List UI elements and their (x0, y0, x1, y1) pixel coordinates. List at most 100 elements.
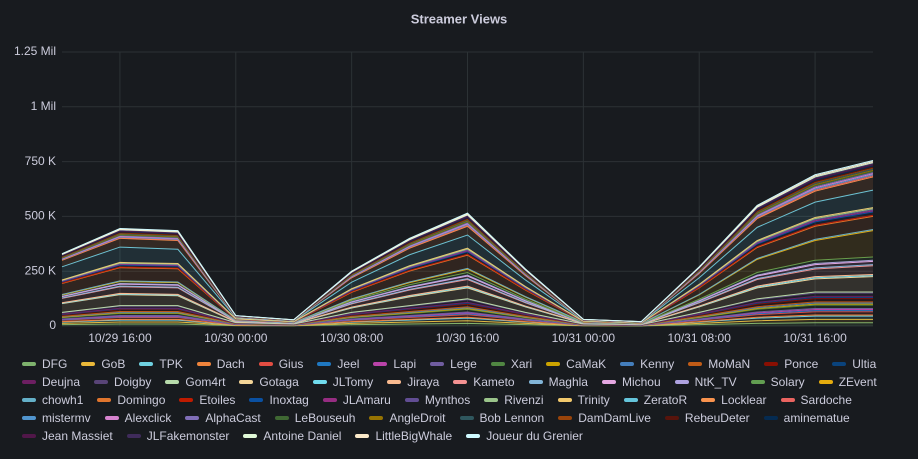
legend-label: Gotaga (259, 375, 299, 389)
legend-swatch (369, 416, 384, 420)
legend-swatch (22, 434, 36, 438)
y-tick-label: 750 K (25, 154, 56, 168)
legend-item[interactable]: Trinity (557, 391, 610, 409)
legend-item[interactable]: RebeuDeter (664, 409, 750, 427)
legend-swatch (317, 362, 332, 366)
legend-label: CaMaK (566, 357, 607, 371)
series-line (61, 291, 873, 326)
legend-item[interactable]: CaMaK (546, 355, 606, 373)
legend-label: Rivenzi (504, 393, 544, 407)
legend-item[interactable]: LittleBigWhale (355, 427, 452, 445)
legend-item[interactable]: Jiraya (387, 373, 439, 391)
legend-item[interactable]: mistermv (22, 409, 91, 427)
legend-item[interactable]: Gius (258, 355, 303, 373)
legend-item[interactable]: Locklear (701, 391, 767, 409)
legend-label: Domingo (117, 393, 166, 407)
legend-swatch (490, 362, 505, 366)
series-line (61, 207, 874, 324)
legend-swatch (322, 398, 337, 402)
legend-item[interactable]: Doigby (94, 373, 151, 391)
legend-item[interactable]: ZeratoR (623, 391, 687, 409)
legend-label: DFG (42, 357, 68, 371)
series-line (61, 301, 873, 326)
legend-item[interactable]: MoMaN (688, 355, 750, 373)
legend-item[interactable]: Solary (750, 373, 805, 391)
legend-item[interactable]: GoB (81, 355, 125, 373)
legend-item[interactable]: JLTomy (312, 373, 374, 391)
legend-item[interactable]: Rivenzi (484, 391, 544, 409)
legend-item[interactable]: NtK_TV (674, 373, 737, 391)
legend-label: DamDamLive (578, 411, 651, 425)
legend-item[interactable]: Maghla (528, 373, 588, 391)
legend-label: Solary (770, 375, 805, 389)
legend-item[interactable]: Ponce (764, 355, 818, 373)
legend-label: MoMaN (708, 357, 751, 371)
legend-label: LeBouseuh (294, 411, 356, 425)
legend-item[interactable]: Joueur du Grenier (466, 427, 583, 445)
legend-item[interactable]: JLAmaru (322, 391, 391, 409)
legend-item[interactable]: Antoine Daniel (243, 427, 341, 445)
legend-item[interactable]: Xari (490, 355, 532, 373)
x-tick-label: 10/30 16:00 (436, 331, 500, 345)
legend-item[interactable]: Dach (196, 355, 245, 373)
legend-item[interactable]: chowh1 (22, 391, 83, 409)
legend-item[interactable]: Jean Massiet (22, 427, 113, 445)
legend-label: GoB (101, 357, 126, 371)
legend-item[interactable]: Inoxtag (249, 391, 309, 409)
legend-item[interactable]: Ultia (832, 355, 876, 373)
series-line (61, 322, 873, 327)
x-tick-label: 10/31 08:00 (668, 331, 732, 345)
legend-item[interactable]: AngleDroit (369, 409, 446, 427)
x-tick-label: 10/31 16:00 (783, 331, 847, 345)
legend-item[interactable]: Jeel (317, 355, 359, 373)
legend-label: JLTomy (332, 375, 374, 389)
legend-label: Kameto (473, 375, 515, 389)
legend-label: Lapi (393, 357, 417, 371)
legend-item[interactable]: Michou (601, 373, 661, 391)
legend-item[interactable]: LeBouseuh (274, 409, 356, 427)
legend-label: TPK (159, 357, 183, 371)
legend-item[interactable]: AlphaCast (185, 409, 261, 427)
legend-item[interactable]: Bob Lennon (459, 409, 544, 427)
legend-item[interactable]: Mynthos (404, 391, 470, 409)
legend-item[interactable]: TPK (139, 355, 183, 373)
area-fill (62, 319, 873, 326)
legend-item[interactable]: Sardoche (780, 391, 852, 409)
legend-label: Kenny (640, 357, 675, 371)
legend-item[interactable]: Lapi (373, 355, 416, 373)
legend-swatch (546, 362, 561, 366)
legend-swatch (126, 434, 141, 438)
series-line (61, 160, 874, 323)
legend-swatch (22, 416, 36, 420)
legend-item[interactable]: DFG (22, 355, 67, 373)
legend-item[interactable]: aminematue (763, 409, 850, 427)
legend-label: Inoxtag (269, 393, 309, 407)
legend-swatch (557, 398, 572, 402)
legend-item[interactable]: ZEvent (818, 373, 877, 391)
legend-swatch (312, 380, 327, 384)
legend-item[interactable]: Deujna (22, 373, 80, 391)
legend-item[interactable]: Kenny (620, 355, 674, 373)
legend-label: Maghla (548, 375, 588, 389)
legend-swatch (249, 398, 264, 402)
legend-swatch (22, 362, 36, 366)
area-fill (62, 292, 873, 325)
y-tick-label: 1 Mil (31, 99, 56, 113)
legend-item[interactable]: JLFakemonster (126, 427, 229, 445)
legend-item[interactable]: Gotaga (239, 373, 299, 391)
series-line (61, 229, 874, 325)
legend-item[interactable]: Etoiles (179, 391, 235, 409)
legend-item[interactable]: Alexclick (104, 409, 171, 427)
legend-item[interactable]: Domingo (97, 391, 165, 409)
legend-swatch (750, 380, 765, 384)
legend-swatch (258, 362, 273, 366)
legend-label: Trinity (577, 393, 610, 407)
legend-item[interactable]: Lege (430, 355, 477, 373)
legend-item[interactable]: DamDamLive (558, 409, 651, 427)
legend-item[interactable]: Kameto (453, 373, 515, 391)
legend-item[interactable]: Gom4rt (165, 373, 225, 391)
legend-label: Deujna (42, 375, 81, 389)
legend-label: Etoiles (199, 393, 236, 407)
legend-label: Joueur du Grenier (486, 429, 583, 443)
legend-swatch (601, 380, 616, 384)
